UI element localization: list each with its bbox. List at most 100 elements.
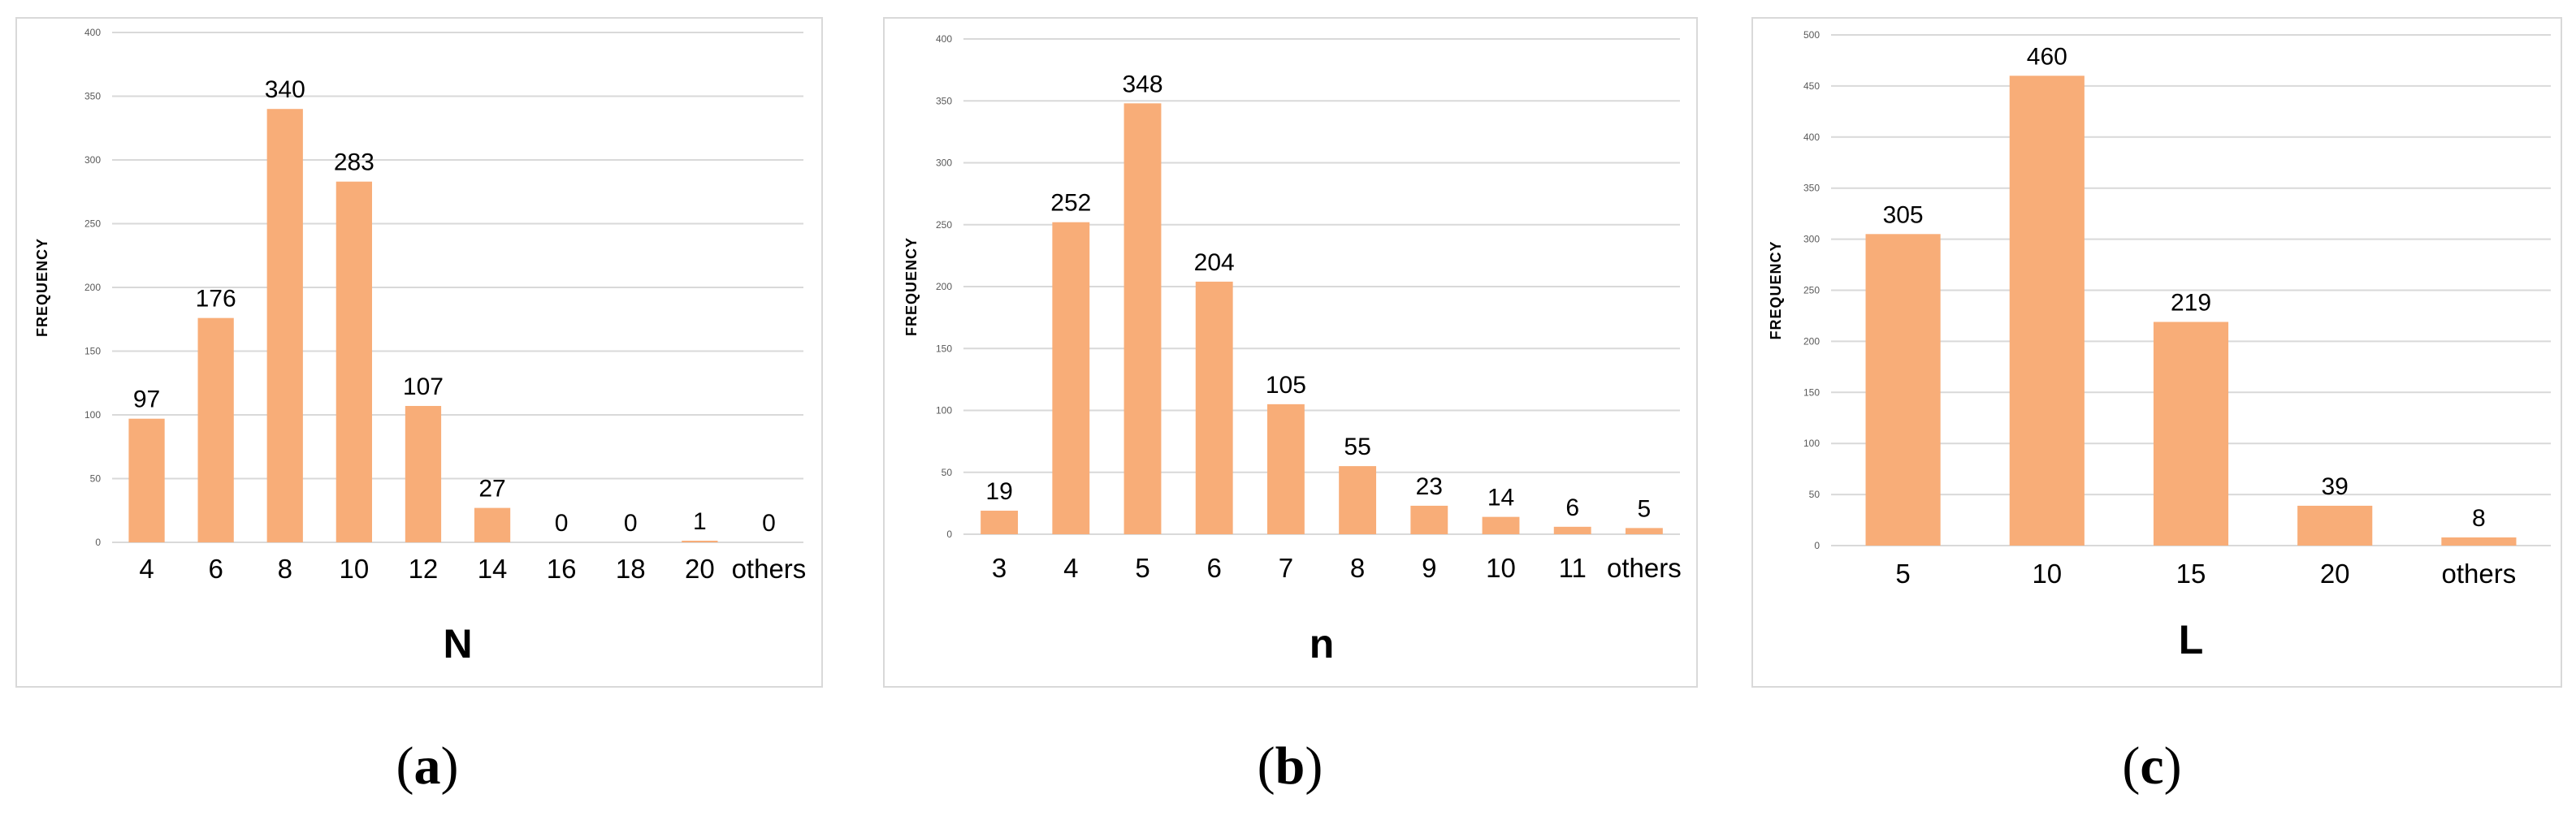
y-tick-label: 300 (936, 158, 952, 169)
bar (2153, 322, 2229, 546)
data-label: 283 (334, 149, 374, 176)
y-tick-label: 450 (1803, 80, 1820, 92)
y-tick-label: 100 (84, 409, 101, 421)
bar (197, 317, 234, 542)
y-tick-label: 200 (1803, 335, 1820, 347)
x-tick-label: 15 (2176, 559, 2206, 589)
y-tick-label: 250 (1803, 285, 1820, 296)
x-tick-label: 18 (616, 554, 646, 584)
y-tick-label: 300 (1803, 234, 1820, 245)
data-label: 5 (1638, 495, 1652, 522)
data-label: 460 (2027, 43, 2067, 70)
x-tick-label: 5 (1895, 559, 1910, 589)
data-label: 204 (1194, 249, 1235, 276)
bar (1625, 528, 1663, 534)
data-label: 105 (1266, 372, 1306, 399)
x-axis-title: N (443, 621, 472, 667)
data-label: 39 (2322, 473, 2349, 500)
bar (128, 418, 165, 542)
x-tick-label: 4 (1063, 553, 1078, 583)
bar (682, 541, 718, 542)
x-tick-label: 8 (1350, 553, 1365, 583)
x-tick-label: 10 (339, 554, 369, 584)
x-tick-label: 10 (1486, 553, 1516, 583)
chart-panel-a: 0501001502002503003504009741766340828310… (15, 17, 823, 796)
y-tick-label: 400 (936, 33, 952, 45)
data-label: 176 (196, 286, 236, 313)
x-tick-label: 8 (278, 554, 292, 584)
bar (981, 511, 1019, 534)
y-tick-label: 0 (1814, 540, 1820, 551)
x-tick-label: others (2442, 559, 2517, 589)
y-tick-label: 400 (84, 27, 101, 38)
bar (336, 181, 372, 542)
data-label: 0 (624, 510, 638, 537)
y-tick-label: 200 (84, 282, 101, 293)
x-tick-label: others (732, 554, 807, 584)
y-tick-label: 0 (946, 529, 952, 540)
panel-caption: (c) (2122, 736, 2181, 796)
panel-caption: (a) (396, 736, 459, 796)
x-tick-label: 4 (139, 554, 154, 584)
data-label: 252 (1050, 190, 1091, 217)
bar (1410, 505, 1448, 534)
data-label: 1 (693, 508, 707, 535)
data-label: 14 (1487, 485, 1514, 511)
x-axis-title: L (2179, 617, 2204, 662)
data-label: 27 (478, 476, 505, 503)
y-tick-label: 100 (1803, 438, 1820, 449)
data-label: 8 (2472, 505, 2486, 532)
chart-panel-b: 0 50 100 150 200 250 300 350 400 19 3 252 4 348 5 204 6 1… (883, 17, 1698, 796)
data-label: 0 (762, 510, 776, 537)
chart-frame (883, 17, 1698, 688)
data-label: 219 (2171, 289, 2211, 316)
x-tick-label: 5 (1135, 553, 1149, 583)
bar (2441, 537, 2517, 546)
bar (405, 406, 442, 542)
bar (1195, 281, 1233, 534)
data-label: 340 (265, 76, 305, 103)
x-tick-label: 9 (1422, 553, 1436, 583)
bar (1553, 526, 1591, 534)
x-tick-label: others (1607, 553, 1682, 583)
data-label: 97 (133, 386, 160, 413)
data-label: 305 (1883, 201, 1924, 228)
y-tick-label: 400 (1803, 132, 1820, 143)
bar (2009, 76, 2085, 546)
x-tick-label: 20 (685, 554, 715, 584)
x-tick-label: 14 (478, 554, 508, 584)
data-label: 107 (403, 373, 444, 400)
y-tick-label: 250 (84, 218, 101, 230)
data-label: 19 (985, 478, 1012, 505)
y-tick-label: 350 (1803, 183, 1820, 194)
y-axis-title: FREQUENCY (34, 238, 50, 337)
bar (1123, 103, 1162, 535)
y-tick-label: 200 (936, 281, 952, 292)
chart-panel-c: 0 50 100 150 200 250 300 350 400 450 500 305 5 460 10 2… (1751, 17, 2562, 796)
data-label: 0 (555, 510, 569, 537)
x-tick-label: 10 (2032, 559, 2062, 589)
y-tick-label: 150 (1803, 386, 1820, 398)
y-axis-title: FREQUENCY (903, 237, 920, 336)
x-tick-label: 6 (1207, 553, 1222, 583)
bar (474, 507, 511, 542)
y-tick-label: 0 (95, 537, 101, 548)
y-tick-label: 150 (84, 346, 101, 357)
bar (2297, 505, 2373, 546)
y-tick-label: 350 (936, 95, 952, 106)
y-tick-label: 300 (84, 154, 101, 166)
x-tick-label: 6 (208, 554, 223, 584)
y-tick-label: 350 (84, 91, 101, 102)
data-label: 6 (1565, 494, 1579, 521)
data-label: 23 (1416, 473, 1443, 500)
y-axis-title: FREQUENCY (1768, 240, 1784, 339)
chart-frame (15, 17, 823, 688)
bar (1339, 466, 1377, 534)
x-tick-label: 12 (409, 554, 439, 584)
data-label: 55 (1344, 434, 1370, 460)
bar (1052, 222, 1090, 534)
bar (1482, 516, 1520, 534)
y-tick-label: 500 (1803, 29, 1820, 41)
x-tick-label: 11 (1559, 553, 1587, 583)
x-tick-label: 16 (547, 554, 577, 584)
